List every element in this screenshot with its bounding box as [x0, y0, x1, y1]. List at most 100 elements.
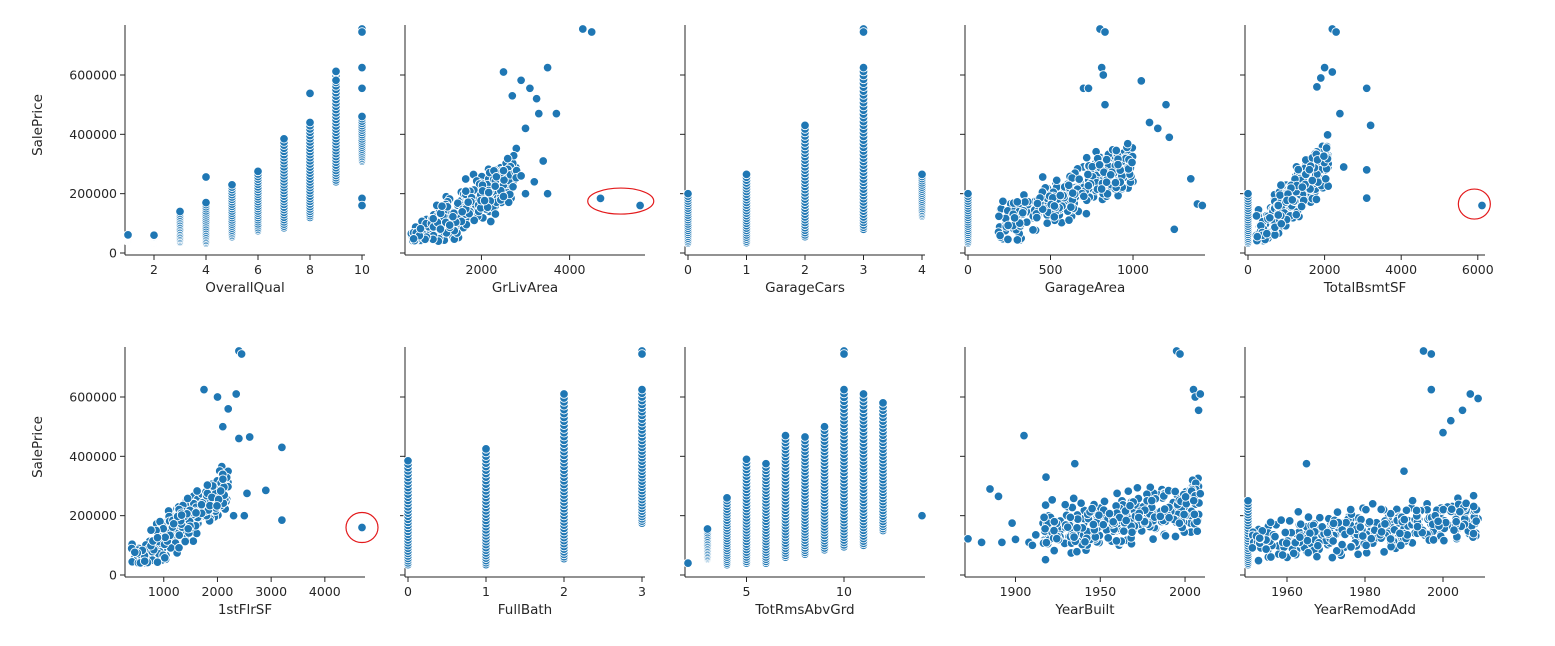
data-point — [1395, 528, 1405, 539]
data-point — [1028, 225, 1038, 235]
data-point — [1017, 208, 1028, 218]
data-point — [1412, 521, 1423, 532]
y-tick-label: 0 — [109, 568, 117, 583]
data-point — [1361, 83, 1372, 94]
data-point — [1096, 184, 1107, 194]
data-point — [1273, 200, 1284, 211]
data-point — [460, 174, 471, 184]
data-point — [1098, 70, 1109, 80]
data-point — [1291, 209, 1302, 220]
data-point — [1193, 405, 1204, 416]
data-point — [261, 485, 271, 496]
data-point — [1103, 533, 1113, 543]
data-point — [201, 197, 211, 208]
data-point — [463, 197, 473, 207]
data-point — [1449, 525, 1459, 535]
data-point — [1243, 188, 1253, 199]
data-point — [1197, 200, 1208, 211]
data-point — [149, 230, 159, 240]
data-point — [858, 62, 869, 73]
data-point — [305, 88, 315, 99]
x-tick-label: 4000 — [309, 584, 341, 599]
data-point — [415, 223, 426, 234]
data-point — [1428, 535, 1439, 545]
data-point — [331, 75, 341, 86]
data-point — [1243, 496, 1253, 506]
data-point — [1055, 190, 1066, 201]
data-point — [1083, 83, 1094, 94]
x-axis-label: FullBath — [498, 602, 552, 618]
data-point — [800, 120, 810, 131]
data-point — [202, 480, 213, 490]
x-tick-label: 2000 — [466, 262, 498, 277]
data-point — [997, 537, 1007, 548]
data-point — [1003, 234, 1013, 245]
x-tick-label: 6000 — [1462, 262, 1494, 277]
x-tick-label: 4000 — [1385, 262, 1417, 277]
data-point — [1327, 552, 1338, 563]
data-point — [1331, 27, 1341, 37]
data-point — [502, 153, 513, 164]
data-point — [490, 181, 500, 191]
data-point — [1468, 501, 1479, 512]
data-point — [1192, 526, 1203, 536]
data-point — [741, 454, 752, 465]
data-point — [839, 384, 849, 395]
y-tick-label: 200000 — [69, 186, 117, 201]
data-point — [1174, 518, 1185, 528]
data-point — [1049, 545, 1059, 556]
data-point — [1136, 76, 1147, 86]
data-point — [1101, 154, 1112, 165]
data-point — [1426, 384, 1437, 395]
outlier-highlight-circle — [1457, 188, 1491, 220]
data-point — [1081, 208, 1092, 219]
data-point — [1066, 202, 1076, 212]
data-point — [1280, 527, 1291, 538]
data-point — [483, 187, 494, 198]
data-point — [683, 188, 693, 199]
data-point — [1040, 524, 1050, 534]
data-point — [516, 75, 526, 86]
data-point — [1297, 182, 1308, 192]
x-tick-label: 2000 — [1169, 584, 1201, 599]
y-tick-label: 200000 — [69, 508, 117, 523]
data-point — [1081, 152, 1092, 163]
data-point — [1186, 174, 1196, 184]
x-tick-label: 1960 — [1271, 584, 1303, 599]
data-point — [139, 556, 150, 566]
data-point — [559, 389, 569, 399]
data-point — [1251, 211, 1262, 221]
data-point — [1418, 346, 1429, 356]
data-point — [212, 501, 222, 511]
x-tick-label: 0 — [684, 262, 692, 277]
x-tick-label: 3 — [860, 262, 868, 277]
data-point — [469, 215, 479, 226]
data-point — [1148, 534, 1158, 544]
data-point — [196, 499, 207, 510]
data-point — [1396, 540, 1406, 551]
data-point — [239, 510, 250, 521]
data-point — [1180, 492, 1191, 502]
data-point — [1080, 537, 1090, 547]
data-point — [228, 510, 239, 521]
data-point — [1119, 526, 1129, 536]
data-point — [1133, 512, 1144, 523]
panel-fullbath: 0 1 2 3 FullBath — [400, 346, 647, 618]
data-point — [1042, 218, 1052, 228]
data-point — [1457, 405, 1468, 416]
data-point — [1338, 162, 1349, 172]
data-point — [1127, 527, 1137, 538]
data-point — [437, 201, 447, 211]
data-point — [1083, 169, 1093, 180]
data-point — [1337, 539, 1347, 550]
data-point — [1327, 67, 1338, 77]
data-point — [1304, 164, 1315, 175]
x-tick-label: 2 — [560, 584, 568, 599]
data-point — [1099, 496, 1110, 507]
data-point — [1121, 515, 1131, 526]
data-point — [1284, 516, 1295, 526]
data-point — [1087, 503, 1097, 514]
x-tick-label: 2 — [150, 262, 158, 277]
data-point — [192, 486, 202, 496]
